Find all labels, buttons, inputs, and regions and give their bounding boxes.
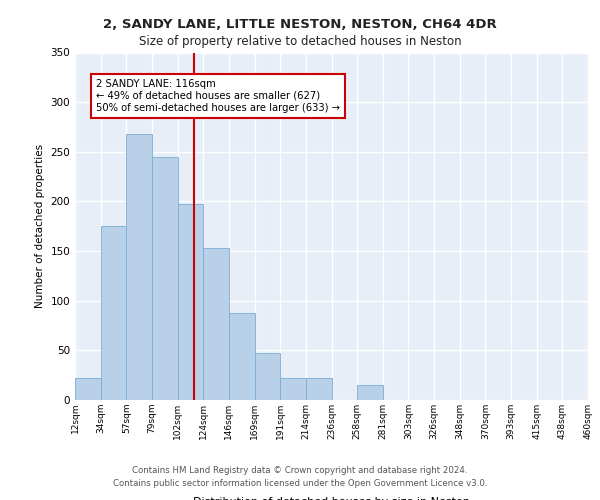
Text: Size of property relative to detached houses in Neston: Size of property relative to detached ho… [139, 35, 461, 48]
Bar [306, 378, 331, 400]
Bar [75, 378, 101, 400]
Bar [152, 157, 178, 400]
X-axis label: Distribution of detached houses by size in Neston: Distribution of detached houses by size … [193, 498, 470, 500]
Bar [127, 134, 152, 400]
Bar [229, 312, 254, 400]
Bar [101, 226, 127, 400]
Bar [254, 354, 280, 400]
Bar [178, 204, 203, 400]
Y-axis label: Number of detached properties: Number of detached properties [35, 144, 45, 308]
Bar [203, 248, 229, 400]
Text: Contains HM Land Registry data © Crown copyright and database right 2024.
Contai: Contains HM Land Registry data © Crown c… [113, 466, 487, 487]
Bar [280, 378, 306, 400]
Bar [357, 385, 383, 400]
Text: 2 SANDY LANE: 116sqm
← 49% of detached houses are smaller (627)
50% of semi-deta: 2 SANDY LANE: 116sqm ← 49% of detached h… [95, 80, 340, 112]
Text: 2, SANDY LANE, LITTLE NESTON, NESTON, CH64 4DR: 2, SANDY LANE, LITTLE NESTON, NESTON, CH… [103, 18, 497, 30]
